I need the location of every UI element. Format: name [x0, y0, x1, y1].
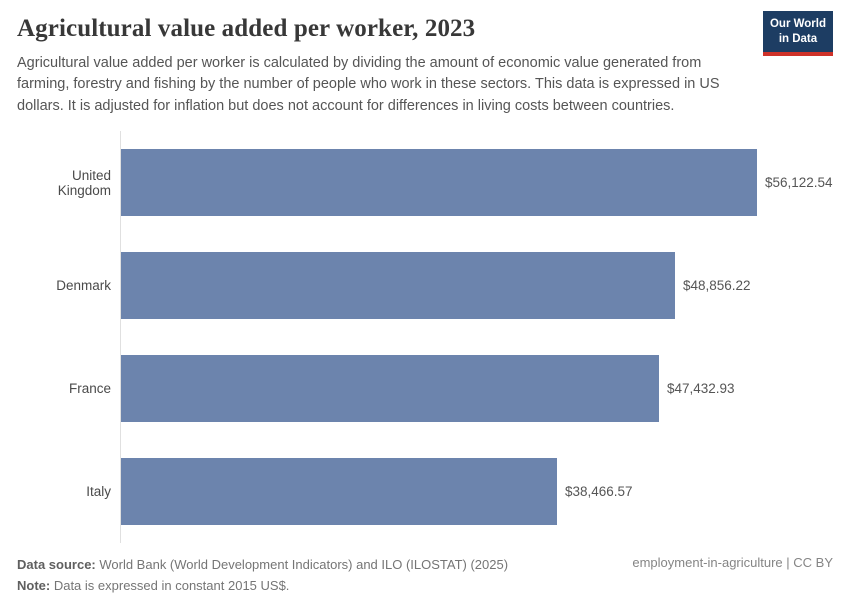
bar-value-label: $48,856.22: [683, 278, 751, 294]
country-label: Italy: [86, 484, 111, 500]
footer-credit-link[interactable]: employment-in-agriculture | CC BY: [632, 555, 833, 571]
header-text: Agricultural value added per worker, 202…: [17, 14, 751, 117]
bar-chart: United Kingdom $56,122.54 Denmark $48,856.2…: [17, 131, 833, 544]
note-label: Note:: [17, 577, 51, 593]
chart-title: Agricultural value added per worker, 202…: [17, 15, 476, 42]
owid-logo-line1: Our World: [769, 18, 826, 30]
datasource-text: World Bank (World Development Indicators…: [95, 557, 509, 573]
bar-row: France $47,432.93: [17, 337, 833, 441]
owid-logo[interactable]: Our World in Data: [762, 11, 833, 56]
chart-subtitle: Agricultural value added per worker is c…: [17, 55, 720, 114]
bar-row: Italy $38,466.57: [17, 440, 833, 544]
bar-value-label: $56,122.54: [765, 175, 833, 191]
country-label: United Kingdom: [57, 167, 111, 198]
bar[interactable]: [121, 458, 557, 526]
bar-row: United Kingdom $56,122.54: [17, 131, 833, 235]
country-label: Denmark: [56, 278, 111, 294]
datasource-line: Data source: World Bank (World Developme…: [17, 555, 508, 575]
plot-area: $56,122.54: [120, 131, 833, 235]
datasource-label: Data source:: [17, 557, 96, 573]
bar[interactable]: [121, 149, 757, 217]
bar[interactable]: [121, 252, 675, 320]
bar-value-label: $47,432.93: [667, 381, 735, 397]
owid-logo-line2: in Data: [778, 32, 818, 45]
country-label: France: [68, 381, 111, 397]
note-line: Note: Data is expressed in constant 2015…: [17, 576, 508, 596]
note-text: Data is expressed in constant 2015 US$.: [50, 577, 290, 593]
footer: Data source: World Bank (World Developme…: [17, 555, 833, 595]
plot-area: $48,856.22: [120, 234, 833, 338]
plot-area: $47,432.93: [120, 337, 833, 441]
plot-area: $38,466.57: [120, 440, 833, 544]
header: Agricultural value added per worker, 202…: [17, 11, 833, 117]
bar-value-label: $38,466.57: [565, 484, 633, 500]
bar-row: Denmark $48,856.22: [17, 234, 833, 338]
footer-left: Data source: World Bank (World Developme…: [17, 555, 508, 595]
bar[interactable]: [121, 355, 659, 423]
